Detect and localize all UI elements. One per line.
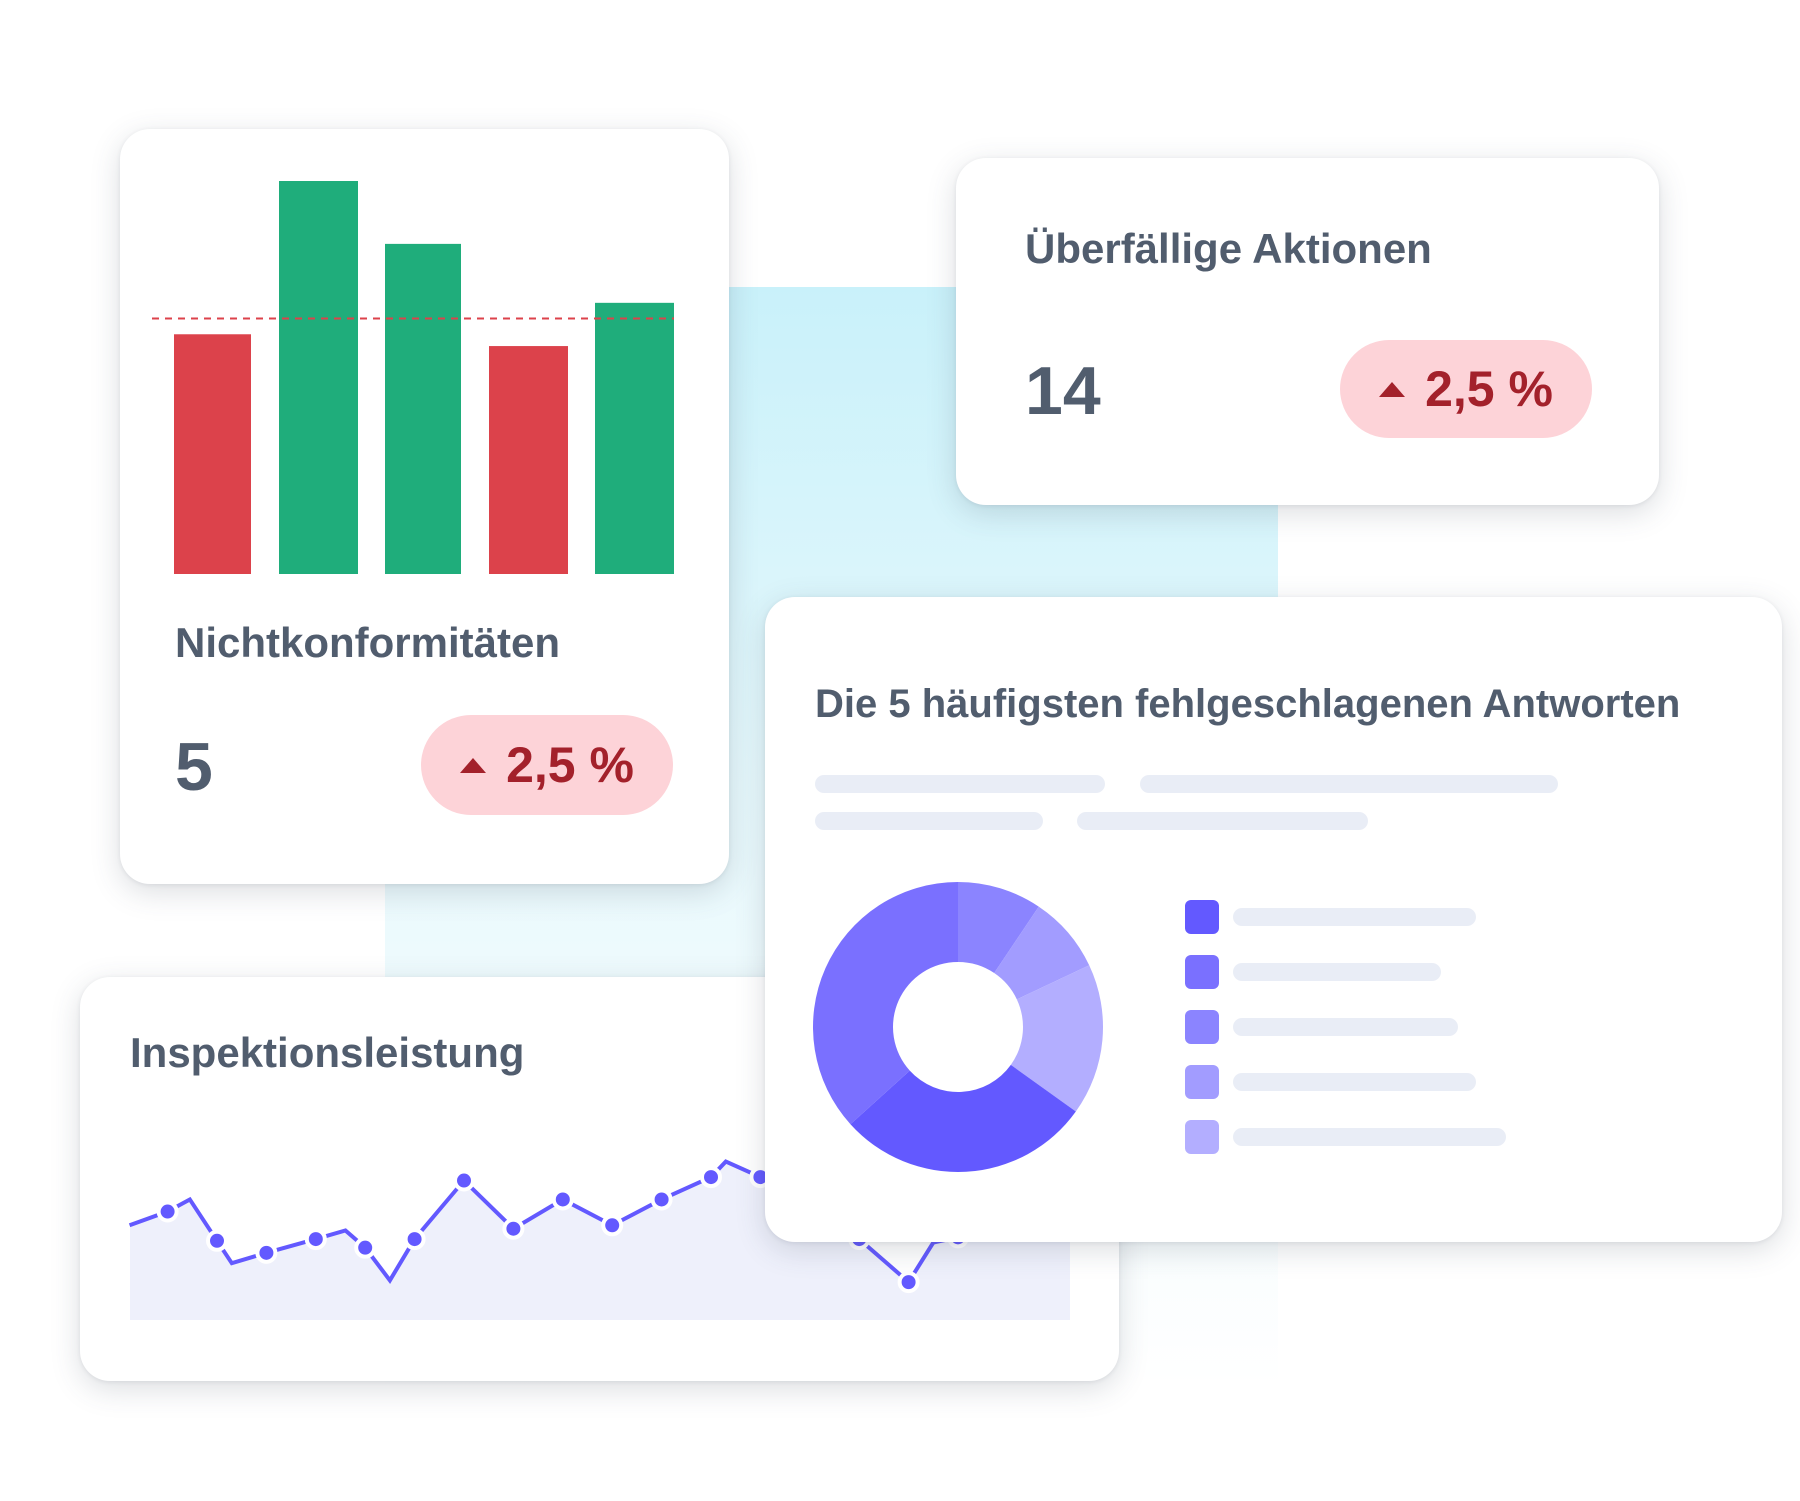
data-point xyxy=(601,1214,624,1237)
data-point xyxy=(403,1228,426,1251)
bar xyxy=(279,181,358,574)
bar xyxy=(595,302,674,574)
change-value: 2,5 % xyxy=(1425,361,1553,417)
kpi-value: 5 xyxy=(175,729,213,805)
bar xyxy=(174,334,251,574)
top-failed-answers-card[interactable]: Die 5 häufigsten fehlgeschlagenen Antwor… xyxy=(765,597,1782,1242)
change-badge: 2,5 % xyxy=(421,715,673,815)
placeholder-line xyxy=(815,775,1105,793)
area-fill xyxy=(129,1161,1070,1320)
data-point xyxy=(453,1169,475,1192)
donut-slice xyxy=(1010,965,1103,1112)
card-title: Inspektionsleistung xyxy=(130,1029,525,1076)
change-value: 2,5 % xyxy=(506,737,634,793)
donut-slice xyxy=(958,882,1039,974)
donut-slice xyxy=(994,906,1090,1000)
legend-swatch xyxy=(1185,900,1219,934)
legend-placeholder-line xyxy=(1233,963,1441,981)
line-chart xyxy=(128,1159,1070,1320)
change-badge: 2,5 % xyxy=(1340,340,1592,438)
legend-placeholder-line xyxy=(1233,1073,1476,1091)
data-point xyxy=(502,1217,525,1240)
data-point xyxy=(206,1229,228,1252)
donut-slice xyxy=(813,882,958,1125)
data-point xyxy=(650,1188,673,1211)
legend-placeholder-line xyxy=(1233,1018,1458,1036)
placeholder-line xyxy=(1140,775,1558,793)
data-point xyxy=(700,1166,722,1189)
legend-placeholder-line xyxy=(1233,908,1476,926)
kpi-value: 14 xyxy=(1025,353,1101,429)
card-title: Die 5 häufigsten fehlgeschlagenen Antwor… xyxy=(815,682,1681,726)
data-point xyxy=(897,1271,920,1294)
data-point xyxy=(304,1228,327,1251)
card-title: Nichtkonformitäten xyxy=(175,619,561,666)
bar xyxy=(489,346,568,574)
placeholder-line xyxy=(1077,812,1368,830)
nonconformities-card[interactable]: Nichtkonformitäten 5 2,5 % xyxy=(120,129,729,884)
card-title: Überfällige Aktionen xyxy=(1025,225,1432,272)
bar-chart xyxy=(152,181,674,574)
triangle-up-icon xyxy=(460,757,487,773)
legend-swatch xyxy=(1185,955,1219,989)
overdue-actions-card[interactable]: Überfällige Aktionen 14 2,5 % xyxy=(956,158,1659,505)
legend-swatch xyxy=(1185,1010,1219,1044)
donut-slice xyxy=(850,1064,1076,1172)
triangle-up-icon xyxy=(1379,381,1406,397)
legend-swatch xyxy=(1185,1120,1219,1154)
bar xyxy=(385,243,461,574)
legend-swatch xyxy=(1185,1065,1219,1099)
legend-placeholder-line xyxy=(1233,1128,1506,1146)
data-point xyxy=(255,1241,278,1264)
data-point xyxy=(156,1200,179,1223)
placeholder-line xyxy=(815,812,1043,830)
data-point xyxy=(551,1188,574,1211)
data-point xyxy=(354,1236,377,1259)
donut-chart xyxy=(813,882,1103,1172)
